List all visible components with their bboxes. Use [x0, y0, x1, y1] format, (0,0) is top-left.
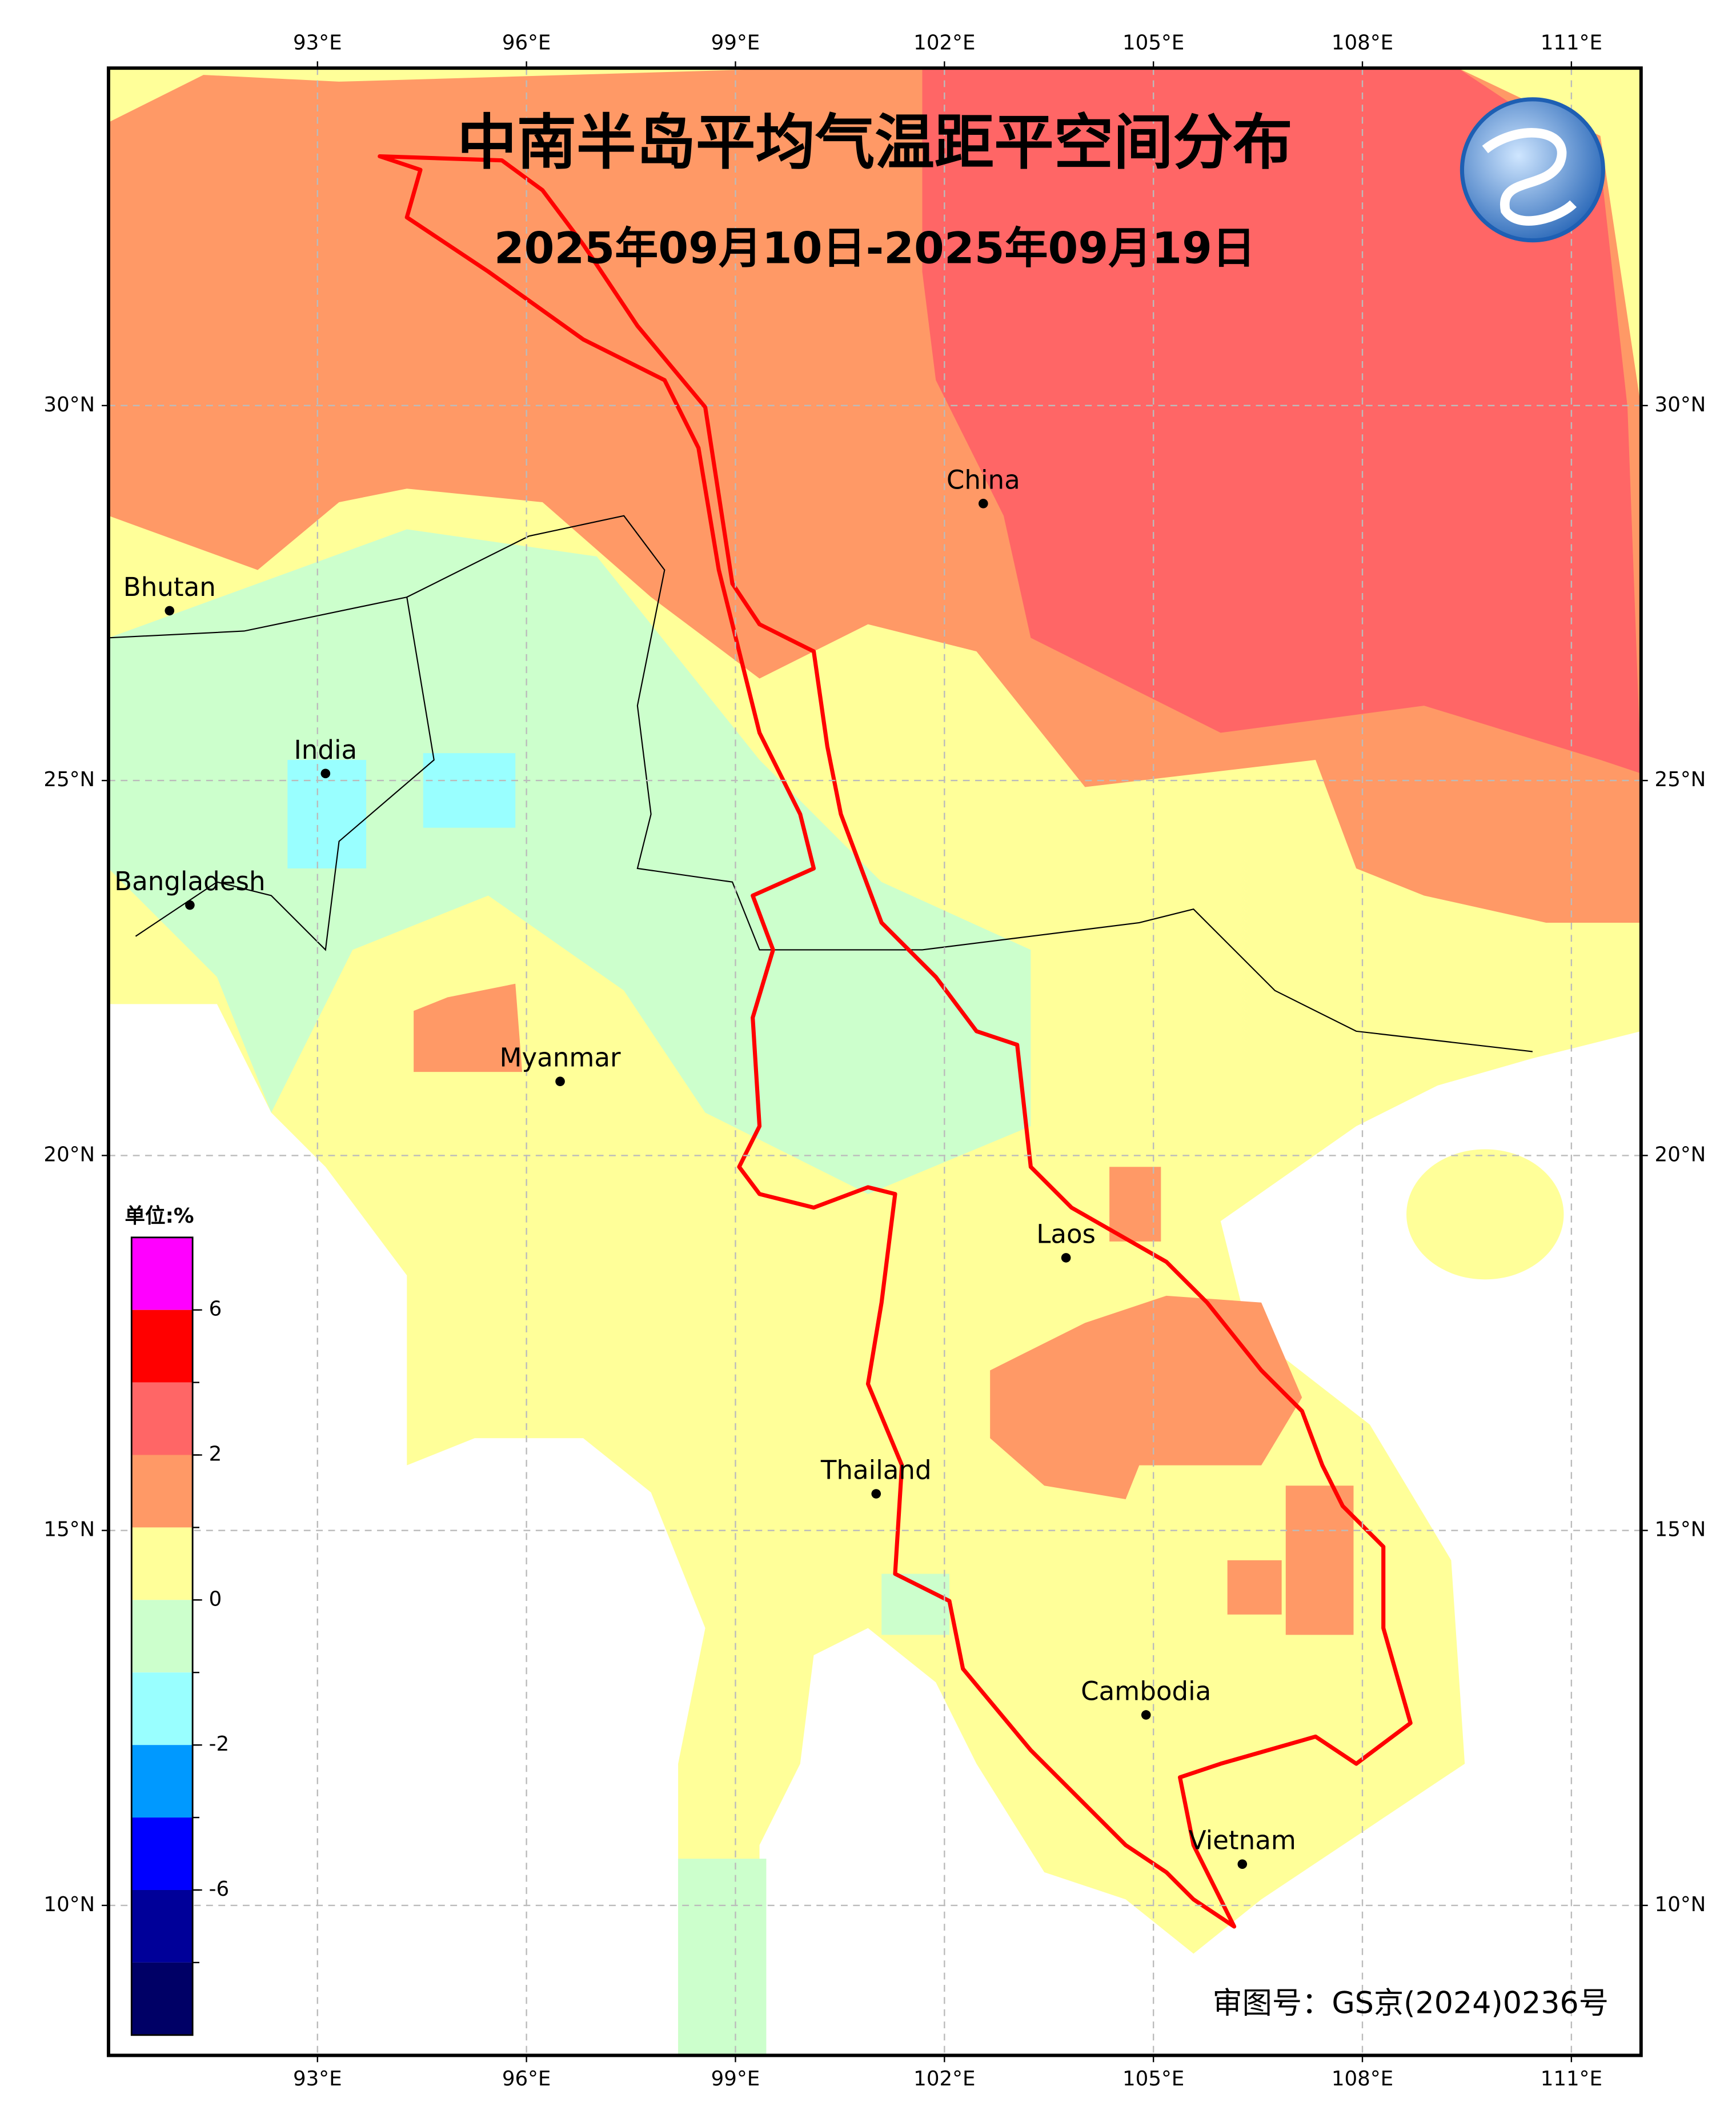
- colorbar-tick-label: -6: [209, 1877, 230, 1901]
- y-tick-label: 15°N: [1655, 1518, 1706, 1542]
- patch-orange: [1285, 1486, 1354, 1635]
- x-tick-label: 105°E: [1122, 31, 1184, 54]
- map-title: 中南半岛平均气温距平空间分布: [457, 108, 1292, 178]
- colorbar-segment: [131, 1745, 193, 1818]
- x-tick-label: 93°E: [293, 31, 342, 54]
- place-label: Laos: [1036, 1219, 1096, 1249]
- patch-cyan: [423, 753, 516, 828]
- colorbar-tick-label: 0: [209, 1587, 222, 1611]
- x-tick-label: 96°E: [502, 31, 551, 54]
- anomaly-field: [108, 68, 1641, 2056]
- place-dot: [555, 1076, 565, 1087]
- place-dot: [871, 1489, 881, 1499]
- x-tick-label: 96°E: [502, 2067, 551, 2091]
- place-label: Bangladesh: [114, 866, 265, 896]
- y-tick-label: 30°N: [1655, 393, 1706, 417]
- patch-orange: [990, 1295, 1302, 1499]
- map-subtitle: 2025年09月10日-2025年09月19日: [494, 223, 1256, 274]
- x-tick-label: 99°E: [711, 31, 760, 54]
- colorbar-segment: [131, 1672, 193, 1745]
- place-dot: [185, 900, 195, 910]
- colorbar-segment: [131, 1237, 193, 1310]
- y-tick-label: 20°N: [1655, 1143, 1706, 1166]
- region-red: [922, 68, 1641, 774]
- place-label: Cambodia: [1081, 1676, 1211, 1707]
- patch-orange: [414, 983, 523, 1072]
- graticule: 93°E 93°E 96°E 96°E 99°E 99°E 102°E 102°E 105°E 1…: [43, 31, 1706, 2091]
- x-tick-label: 111°E: [1541, 2067, 1602, 2091]
- place-label: Vietnam: [1189, 1825, 1296, 1856]
- map-frame: [106, 66, 1643, 2057]
- y-tick-label: 30°N: [43, 393, 95, 417]
- colorbar-segment: [131, 1527, 193, 1600]
- colorbar-tick-label: 6: [209, 1298, 222, 1321]
- x-tick-label: 93°E: [293, 2067, 342, 2091]
- y-tick-label: 25°N: [1655, 768, 1706, 791]
- patch-orange: [1109, 1167, 1161, 1242]
- logo-swirl: [1482, 128, 1577, 226]
- x-tick-label: 99°E: [711, 2067, 760, 2091]
- colorbar-frame: [130, 1236, 194, 2036]
- x-tick-label: 105°E: [1122, 2067, 1184, 2091]
- y-tick-label: 15°N: [43, 1518, 95, 1542]
- colorbar: 单位:% 6 2 0 -2 -6: [125, 1204, 230, 2036]
- place-dot: [1061, 1253, 1071, 1263]
- colorbar-unit: 单位:%: [125, 1204, 194, 1228]
- place-dot: [320, 768, 331, 779]
- country-border: [108, 515, 1533, 1052]
- colorbar-segment: [131, 1817, 193, 1890]
- patch-orange: [1227, 1560, 1282, 1615]
- colorbar-segment: [131, 1600, 193, 1673]
- place-label: India: [294, 735, 357, 765]
- place-label: Bhutan: [123, 572, 216, 602]
- x-tick-label: 108°E: [1332, 31, 1393, 54]
- x-tick-label: 111°E: [1541, 31, 1602, 54]
- y-tick-label: 25°N: [43, 768, 95, 791]
- colorbar-tick-label: -2: [209, 1732, 230, 1756]
- place-label: Thailand: [820, 1455, 932, 1486]
- x-tick-label: 102°E: [913, 2067, 975, 2091]
- y-tick-label: 10°N: [1655, 1893, 1706, 1916]
- colorbar-tick-label: 2: [209, 1443, 222, 1466]
- y-tick-label: 20°N: [43, 1143, 95, 1166]
- colorbar-segment: [131, 1455, 193, 1528]
- place-labels: China Bhutan India Bangladesh Myanmar Laos Tha…: [114, 465, 1296, 1869]
- place-dot: [1237, 1859, 1248, 1869]
- patch-green: [678, 1859, 767, 2056]
- place-label: Myanmar: [500, 1043, 621, 1073]
- place-dot: [978, 499, 988, 509]
- x-tick-label: 102°E: [913, 31, 975, 54]
- logo: [1460, 97, 1605, 243]
- hainan: [1406, 1149, 1564, 1280]
- colorbar-segment: [131, 1889, 193, 1963]
- colorbar-segment: [131, 1962, 193, 2035]
- place-dot: [1141, 1710, 1151, 1720]
- x-tick-label: 108°E: [1332, 2067, 1393, 2091]
- y-tick-label: 10°N: [43, 1893, 95, 1916]
- colorbar-segment: [131, 1310, 193, 1383]
- region-border: [378, 154, 1413, 1929]
- place-dot: [165, 606, 175, 616]
- approval-number: 审图号：GS京(2024)0236号: [1212, 1987, 1608, 2021]
- colorbar-segment: [131, 1382, 193, 1455]
- region-green: [108, 529, 1031, 1194]
- place-label: China: [947, 465, 1020, 495]
